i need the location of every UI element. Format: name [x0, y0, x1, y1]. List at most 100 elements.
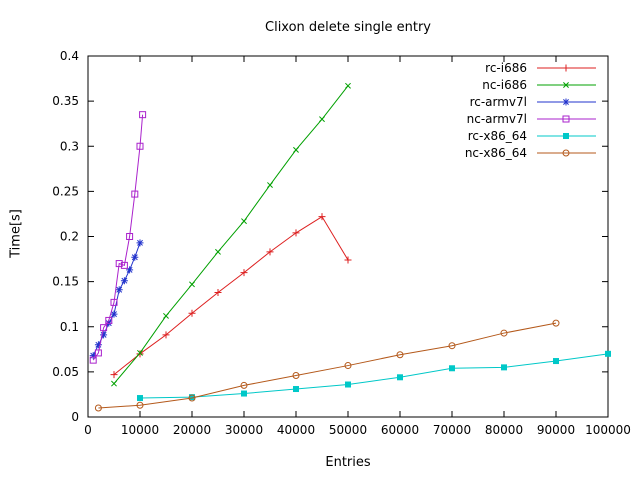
point-marker-square-open [100, 324, 108, 332]
point-marker-circle-open [94, 404, 102, 412]
point-marker-plus [188, 309, 196, 317]
point-marker-asterisk [110, 310, 118, 318]
point-marker-square-filled [189, 394, 195, 401]
point-marker-asterisk [136, 239, 144, 247]
chart-title: Clixon delete single entry [265, 20, 431, 35]
point-marker-cross [563, 82, 569, 88]
point-marker-cross [345, 82, 351, 89]
legend-label: rc-i686 [485, 61, 527, 75]
point-marker-square-filled [345, 381, 351, 388]
point-marker-square-open [94, 349, 102, 357]
point-marker-asterisk [120, 277, 128, 285]
point-marker-circle-open [562, 149, 570, 157]
point-marker-square-filled [563, 133, 569, 139]
y-tick-label: 0.2 [60, 230, 79, 244]
y-tick-label: 0.3 [60, 139, 79, 153]
x-tick-label: 50000 [329, 423, 367, 437]
x-tick-label: 90000 [537, 423, 575, 437]
point-marker-plus [562, 64, 570, 72]
point-marker-square-open [89, 356, 97, 364]
x-tick-label: 30000 [225, 423, 263, 437]
series-line-rc-i686 [113, 215, 349, 375]
legend-entry-rc-armv7l: rc-armv7l [470, 95, 596, 109]
y-tick-label: 0 [71, 410, 79, 424]
y-tick-label: 0.15 [52, 275, 79, 289]
point-marker-plus [240, 269, 248, 277]
point-marker-asterisk [131, 253, 139, 261]
y-tick-label: 0.35 [52, 94, 79, 108]
series-nc-armv7l [89, 111, 147, 364]
series-line-nc-x86_64 [98, 322, 557, 409]
x-tick-label: 70000 [433, 423, 471, 437]
series-line-rc-x86_64 [139, 353, 609, 399]
point-marker-plus [266, 248, 274, 256]
point-marker-circle-open [448, 342, 456, 350]
point-marker-circle-open [344, 362, 352, 370]
point-marker-square-filled [449, 365, 455, 372]
point-marker-plus [214, 288, 222, 296]
point-marker-circle-open [136, 401, 144, 409]
point-marker-cross [319, 116, 325, 123]
legend-entry-nc-armv7l: nc-armv7l [467, 112, 596, 126]
series-line-nc-armv7l [92, 114, 144, 361]
point-marker-circle-open [396, 351, 404, 359]
point-marker-square-open [115, 260, 123, 268]
point-marker-square-filled [397, 374, 403, 381]
legend-entry-rc-i686: rc-i686 [485, 61, 596, 75]
point-marker-cross [241, 218, 247, 225]
point-marker-cross [267, 182, 273, 189]
point-marker-square-open [562, 115, 570, 123]
point-marker-plus [162, 331, 170, 339]
point-marker-square-open [126, 233, 134, 240]
point-marker-square-filled [553, 358, 559, 365]
legend-entry-nc-x86_64: nc-x86_64 [465, 146, 596, 160]
point-marker-cross [163, 312, 169, 319]
series-nc-x86_64 [94, 319, 560, 412]
series-rc-x86_64 [137, 350, 611, 402]
series-nc-i686 [111, 82, 351, 387]
point-marker-asterisk [126, 266, 134, 274]
point-marker-square-open [120, 261, 128, 269]
x-axis-label: Entries [325, 455, 371, 470]
point-marker-asterisk [115, 286, 123, 294]
legend-label: nc-i686 [482, 78, 527, 92]
point-marker-square-filled [605, 350, 611, 357]
legend-label: rc-x86_64 [468, 129, 527, 143]
y-axis-label: Time[s] [8, 209, 24, 258]
point-marker-circle-open [552, 319, 560, 327]
point-marker-cross [111, 380, 117, 387]
x-tick-label: 0 [84, 423, 92, 437]
y-tick-label: 0.4 [60, 49, 79, 63]
x-tick-label: 40000 [277, 423, 315, 437]
series-line-nc-i686 [113, 85, 349, 384]
point-marker-square-open [139, 111, 147, 119]
point-marker-asterisk [562, 98, 570, 106]
y-tick-label: 0.1 [60, 320, 79, 334]
legend-entry-rc-x86_64: rc-x86_64 [468, 129, 596, 143]
point-marker-square-open [131, 190, 139, 198]
point-marker-circle-open [500, 329, 508, 337]
point-marker-cross [137, 349, 143, 356]
point-marker-plus [292, 229, 300, 237]
point-marker-cross [189, 281, 195, 288]
legend-label: nc-x86_64 [465, 146, 527, 160]
x-tick-label: 20000 [173, 423, 211, 437]
point-marker-plus [318, 213, 326, 221]
x-tick-label: 10000 [121, 423, 159, 437]
point-marker-plus [344, 256, 352, 264]
x-tick-label: 100000 [585, 423, 631, 437]
point-marker-square-filled [137, 395, 143, 402]
y-tick-label: 0.25 [52, 184, 79, 198]
x-tick-label: 80000 [485, 423, 523, 437]
legend-label: nc-armv7l [467, 112, 527, 126]
point-marker-circle-open [240, 381, 248, 389]
y-tick-label: 0.05 [52, 365, 79, 379]
legend-label: rc-armv7l [470, 95, 527, 109]
point-marker-cross [215, 248, 221, 255]
point-marker-circle-open [292, 371, 300, 379]
point-marker-asterisk [89, 352, 97, 360]
point-marker-plus [110, 371, 118, 379]
series-rc-i686 [110, 213, 352, 379]
